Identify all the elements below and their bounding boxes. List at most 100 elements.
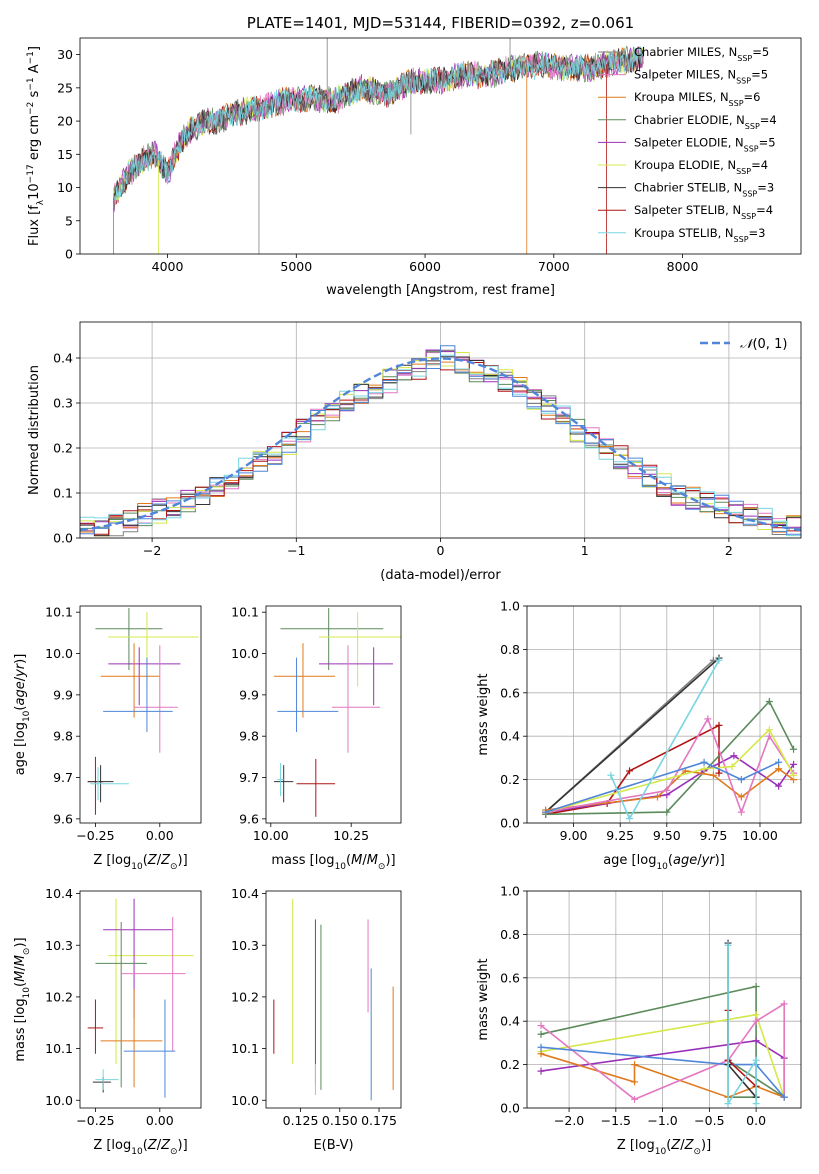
series-marker (775, 758, 783, 766)
legend: Chabrier MILES, NSSP=5 Salpeter MILES, NS… (598, 45, 777, 243)
errorbar-panel-2: −0.25 0.00 9.6 9.7 9.8 9.9 10.0 10.1 (45, 605, 202, 843)
series-marker (790, 760, 798, 768)
series-marker (752, 1011, 760, 1019)
x-tick-label: 10.00 (253, 828, 289, 843)
series-line (545, 716, 795, 815)
plot-area (537, 939, 788, 1108)
series-line (545, 761, 779, 813)
legend-label: Kroupa STELIB, NSSP=3 (634, 226, 765, 244)
x-tick-label: 9.75 (699, 828, 727, 843)
y-tick-label: 0.8 (500, 642, 520, 657)
series-marker (780, 1000, 788, 1008)
x-tick-label: 0.00 (146, 828, 174, 843)
massweight-Z-panel: −2.0 −1.5 −1.0 −0.5 0.0 0.0 0.2 0.4 0.6 0.8 1.0 (500, 884, 802, 1128)
errorbar-panel-3: 10.00 10.25 9.6 9.7 9.8 9.9 10.0 10.1 (231, 605, 402, 843)
series-marker (537, 1043, 545, 1051)
histogram-series (80, 345, 801, 535)
y-tick-label: 10.1 (231, 605, 259, 620)
series-marker (537, 1067, 545, 1075)
spectrum-panel: 4000 5000 6000 7000 8000 0 5 10 15 20 25 30 (57, 37, 802, 274)
y-tick-label: 0.2 (53, 441, 73, 456)
axes-frame (265, 890, 402, 1109)
y-tick-label: 0.2 (500, 1057, 520, 1072)
series-line (727, 945, 757, 1107)
y-tick-label: 0.2 (500, 772, 520, 787)
series-marker (626, 815, 634, 823)
series-marker (715, 656, 723, 664)
y-tick-label: 10.0 (231, 1093, 259, 1108)
y-tick-label: 1.0 (500, 599, 520, 614)
x-tick-label: 0.0 (746, 1113, 766, 1128)
gaussian-curve (80, 357, 801, 532)
axes-frame (526, 605, 802, 824)
axes-frame (526, 890, 802, 1109)
series-marker (663, 808, 671, 816)
series-marker (700, 758, 708, 766)
y-tick-label: 1.0 (500, 884, 520, 899)
x-axis-label: age [log10(age/yr)] (603, 853, 725, 872)
series-marker (724, 1100, 732, 1108)
y-axis-label: mass [log10(M/M⊙)] (13, 937, 32, 1061)
y-tick-label: 0.4 (53, 351, 73, 366)
legend-label: Chabrier STELIB, NSSP=3 (634, 181, 774, 199)
x-tick-label: −1.5 (601, 1113, 631, 1128)
y-tick-label: 10.3 (45, 938, 73, 953)
y-axis-label: Normed distribution (27, 365, 42, 495)
plot-area (87, 898, 194, 1098)
series-marker (631, 1061, 639, 1069)
series-marker (542, 808, 550, 816)
series-marker (790, 771, 798, 779)
x-axis-label: Z [log10(Z/Z⊙)] (93, 853, 187, 872)
x-tick-label: 10.00 (742, 828, 778, 843)
y-tick-label: 9.9 (239, 687, 259, 702)
series-line (540, 1002, 786, 1101)
series-marker (730, 752, 738, 760)
y-axis-label: mass weight (476, 958, 491, 1040)
y-tick-label: 0.4 (500, 1014, 520, 1029)
legend-label: Kroupa MILES, NSSP=6 (634, 90, 760, 108)
plot-area (274, 608, 401, 817)
series-marker (704, 715, 712, 723)
y-tick-label: 0.6 (500, 970, 520, 985)
x-tick-label: 8000 (667, 259, 699, 274)
y-tick-label: 0 (65, 247, 73, 262)
y-axis-label: age [log10(age/yr)] (13, 654, 32, 776)
series-marker (709, 771, 717, 779)
y-tick-label: 9.9 (53, 687, 73, 702)
spectrum-line (113, 45, 644, 205)
x-axis-label: (data-model)/error (380, 568, 501, 583)
series-marker (737, 793, 745, 801)
errorbar-panel-5: −0.25 0.00 10.0 10.1 10.2 10.3 10.4 (45, 886, 202, 1128)
plot-area (80, 345, 801, 537)
axes-frame (79, 37, 802, 255)
y-axis-label: Flux [fλ10−17 erg cm−2 s−1 A−1] (26, 46, 46, 246)
y-tick-label: 0.0 (53, 531, 73, 546)
x-tick-label: 7000 (538, 259, 570, 274)
legend-label: Salpeter STELIB, NSSP=4 (634, 203, 773, 221)
y-tick-label: 10.2 (231, 989, 259, 1004)
series-marker (775, 765, 783, 773)
axes-frame (265, 605, 402, 824)
histogram-panel: −2 −1 0 1 2 0.0 0.1 0.2 0.3 0.4 (53, 321, 802, 558)
series-marker (780, 1093, 788, 1101)
series-line (545, 657, 720, 813)
x-axis-label: E(B-V) (313, 1138, 353, 1153)
legend-label: Kroupa ELODIE, NSSP=4 (634, 158, 768, 176)
y-tick-label: 10.1 (231, 1041, 259, 1056)
x-tick-label: −1 (287, 543, 305, 558)
y-tick-label: 10.1 (45, 605, 73, 620)
plot-area (273, 898, 394, 1101)
y-tick-label: 5 (65, 213, 73, 228)
axes-frame (79, 321, 802, 539)
x-axis-label: mass [log10(M/M⊙)] (271, 853, 395, 872)
y-tick-label: 0.4 (500, 729, 520, 744)
series-line (540, 985, 785, 1098)
series-line (727, 1010, 757, 1087)
x-tick-label: 2 (725, 543, 733, 558)
x-tick-label: −2.0 (554, 1113, 584, 1128)
x-tick-label: −0.5 (694, 1113, 724, 1128)
series-marker (626, 767, 634, 775)
legend-label: Salpeter ELODIE, NSSP=5 (634, 135, 776, 153)
y-tick-label: 10.0 (45, 646, 73, 661)
y-axis-label: mass weight (476, 673, 491, 755)
